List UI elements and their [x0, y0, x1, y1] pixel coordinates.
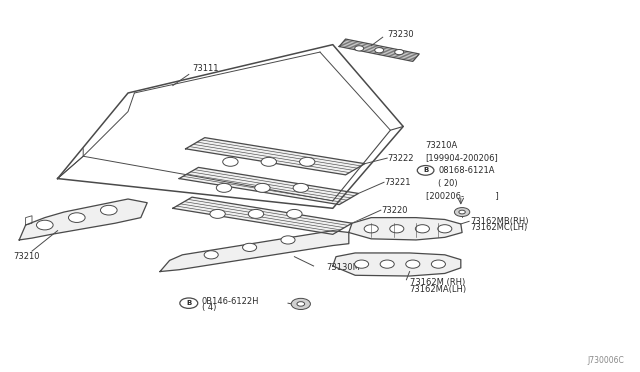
Circle shape [415, 225, 429, 233]
Text: 73162MC(LH): 73162MC(LH) [470, 223, 527, 232]
Circle shape [438, 225, 452, 233]
Circle shape [454, 208, 470, 217]
Polygon shape [339, 39, 419, 61]
Text: J730006C: J730006C [588, 356, 624, 365]
Text: 73130M: 73130M [326, 263, 360, 272]
Circle shape [223, 157, 238, 166]
Text: 73222: 73222 [387, 154, 413, 163]
Circle shape [300, 157, 315, 166]
Text: 73220: 73220 [381, 206, 407, 215]
Circle shape [297, 302, 305, 306]
Text: 73162M (RH): 73162M (RH) [410, 278, 465, 287]
Polygon shape [19, 199, 147, 240]
Text: ( 20): ( 20) [438, 179, 458, 187]
Text: 73162MB(RH): 73162MB(RH) [470, 217, 529, 226]
Circle shape [68, 213, 85, 222]
Circle shape [261, 157, 276, 166]
Circle shape [216, 183, 232, 192]
Circle shape [406, 260, 420, 268]
Polygon shape [186, 138, 365, 175]
Polygon shape [349, 218, 462, 240]
Text: 73210: 73210 [13, 252, 39, 261]
Text: 73210A: 73210A [426, 141, 458, 150]
Polygon shape [333, 253, 461, 276]
Text: 0B146-6122H: 0B146-6122H [202, 297, 259, 306]
Circle shape [243, 243, 257, 251]
Circle shape [395, 49, 404, 55]
Circle shape [281, 236, 295, 244]
Circle shape [248, 209, 264, 218]
Circle shape [390, 225, 404, 233]
Text: ( 4): ( 4) [202, 303, 216, 312]
Circle shape [210, 209, 225, 218]
Text: B: B [423, 167, 428, 173]
Circle shape [204, 251, 218, 259]
Circle shape [287, 209, 302, 218]
Circle shape [355, 260, 369, 268]
Text: B: B [186, 300, 191, 306]
Circle shape [36, 220, 53, 230]
Polygon shape [160, 231, 349, 272]
Circle shape [291, 298, 310, 310]
Circle shape [380, 260, 394, 268]
Text: [200206-            ]: [200206- ] [426, 191, 499, 200]
Circle shape [364, 225, 378, 233]
Circle shape [293, 183, 308, 192]
Circle shape [355, 46, 364, 51]
Circle shape [375, 48, 384, 53]
Circle shape [431, 260, 445, 268]
Text: 73230: 73230 [387, 30, 414, 39]
Circle shape [100, 205, 117, 215]
Text: [199904-200206]: [199904-200206] [426, 154, 499, 163]
Text: 08168-6121A: 08168-6121A [438, 166, 495, 175]
Polygon shape [179, 167, 358, 205]
Text: 73162MA(LH): 73162MA(LH) [410, 285, 467, 294]
Circle shape [459, 210, 465, 214]
Text: 73221: 73221 [384, 178, 410, 187]
Circle shape [255, 183, 270, 192]
Text: 73111: 73111 [192, 64, 218, 73]
Polygon shape [173, 197, 352, 234]
